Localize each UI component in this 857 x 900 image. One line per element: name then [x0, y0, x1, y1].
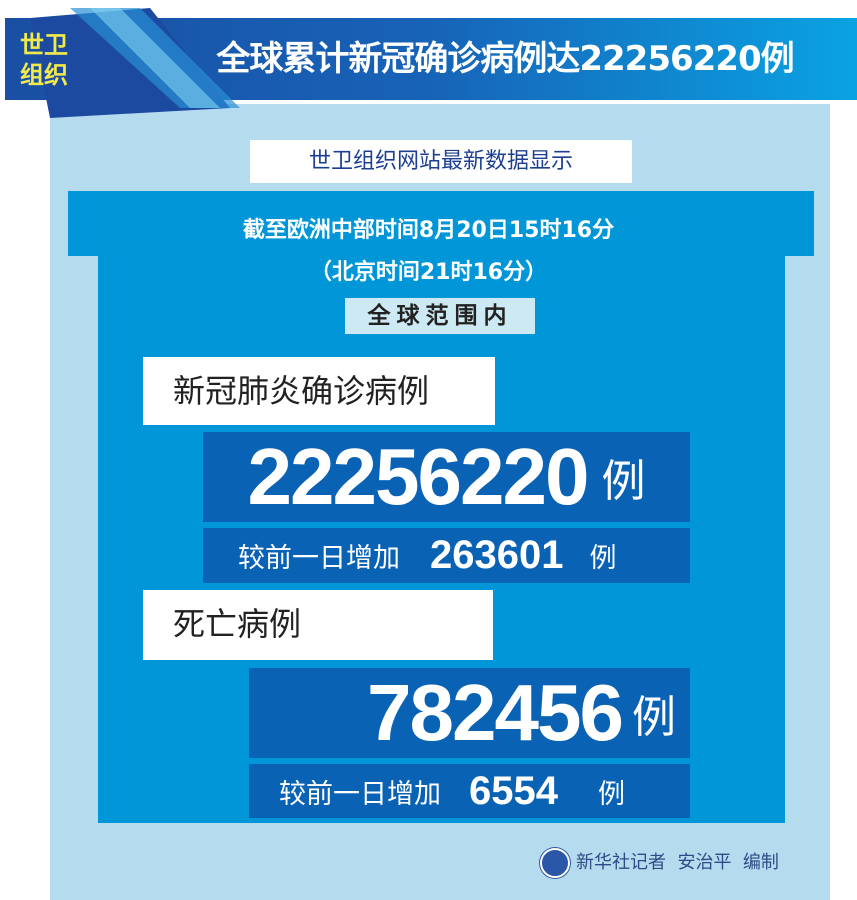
- ribbon-decoration: [30, 8, 240, 118]
- info-panel-top: [68, 191, 814, 256]
- confirmed-increase-unit: 例: [589, 543, 617, 574]
- beijing-time: （北京时间21时16分）: [309, 260, 548, 285]
- confirmed-total-box: 22256220 例: [203, 432, 690, 522]
- confirmed-label: 新冠肺炎确诊病例: [143, 357, 495, 425]
- xinhua-logo-icon: [540, 848, 570, 878]
- confirmed-increase: 263601: [430, 533, 564, 577]
- org-label: 世卫组织: [20, 31, 68, 89]
- page-title: 全球累计新冠确诊病例达22256220例: [216, 39, 794, 79]
- credit-text: 新华社记者 安治平 编制: [576, 852, 779, 873]
- deaths-unit: 例: [632, 692, 676, 743]
- confirmed-increase-box: 较前一日增加 263601 例: [203, 528, 690, 583]
- deaths-total: 782456: [367, 668, 624, 757]
- source-label: 世卫组织网站最新数据显示: [250, 140, 632, 183]
- deaths-increase-box: 较前一日增加 6554 例: [249, 764, 690, 818]
- cet-time: 截至欧洲中部时间8月20日15时16分: [242, 218, 615, 243]
- deaths-increase-label: 较前一日增加: [279, 778, 441, 810]
- deaths-increase-unit: 例: [597, 778, 625, 810]
- confirmed-total: 22256220: [247, 432, 590, 521]
- deaths-label: 死亡病例: [143, 590, 493, 660]
- deaths-increase: 6554: [469, 768, 558, 813]
- confirmed-unit: 例: [601, 456, 646, 507]
- deaths-total-box: 782456 例: [249, 668, 690, 758]
- scope-label: 全球范围内: [345, 298, 535, 334]
- credit: 新华社记者 安治平 编制: [540, 848, 779, 878]
- confirmed-increase-label: 较前一日增加: [238, 543, 400, 574]
